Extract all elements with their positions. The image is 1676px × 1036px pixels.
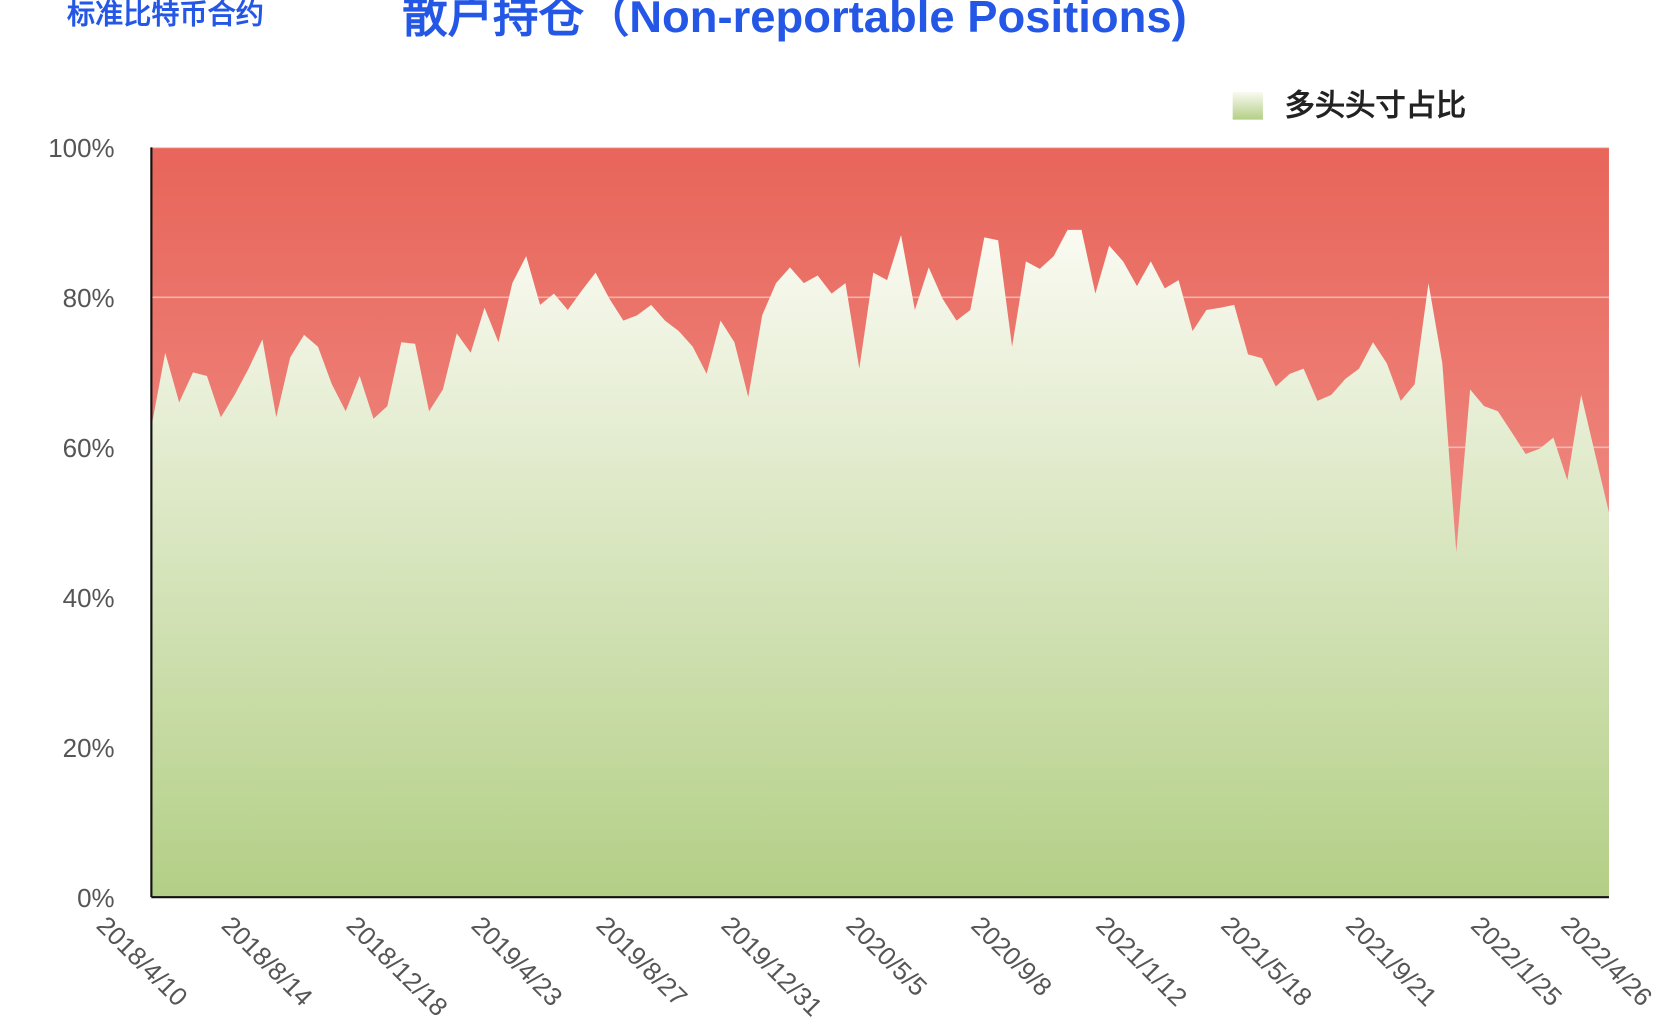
- subtitle: 标准比特币合约: [67, 0, 264, 29]
- legend-swatch: [1232, 91, 1263, 120]
- x-tick-label: 2021/5/18: [1215, 912, 1317, 1012]
- chart-title: 散户持仓（Non-reportable Positions): [402, 0, 1186, 42]
- x-tick-label: 2018/4/10: [91, 912, 193, 1012]
- x-tick-label: 2019/8/27: [591, 912, 693, 1012]
- x-tick-label: 2019/4/23: [466, 912, 568, 1012]
- x-tick-label: 2018/8/14: [216, 912, 318, 1012]
- x-tick-label: 2018/12/18: [341, 912, 453, 1022]
- x-tick-label: 2021/9/21: [1340, 912, 1442, 1012]
- y-tick-label: 20%: [63, 735, 115, 763]
- x-tick-label: 2022/1/25: [1465, 912, 1567, 1012]
- x-tick-label: 2022/4/26: [1555, 912, 1657, 1012]
- x-tick-label: 2021/1/12: [1090, 912, 1192, 1012]
- y-tick-label: 80%: [63, 285, 115, 313]
- y-tick-label: 100%: [48, 135, 114, 163]
- y-tick-label: 0%: [77, 885, 114, 913]
- y-tick-label: 40%: [63, 585, 115, 613]
- legend-label: 多头头寸占比: [1285, 90, 1467, 123]
- long-area: [151, 229, 1609, 898]
- y-tick-label: 60%: [63, 435, 115, 463]
- legend: 多头头寸占比: [1232, 90, 1467, 123]
- x-tick-label: 2020/5/5: [840, 912, 931, 1002]
- x-tick-label: 2019/12/31: [716, 912, 828, 1022]
- x-tick-label: 2020/9/8: [965, 912, 1056, 1002]
